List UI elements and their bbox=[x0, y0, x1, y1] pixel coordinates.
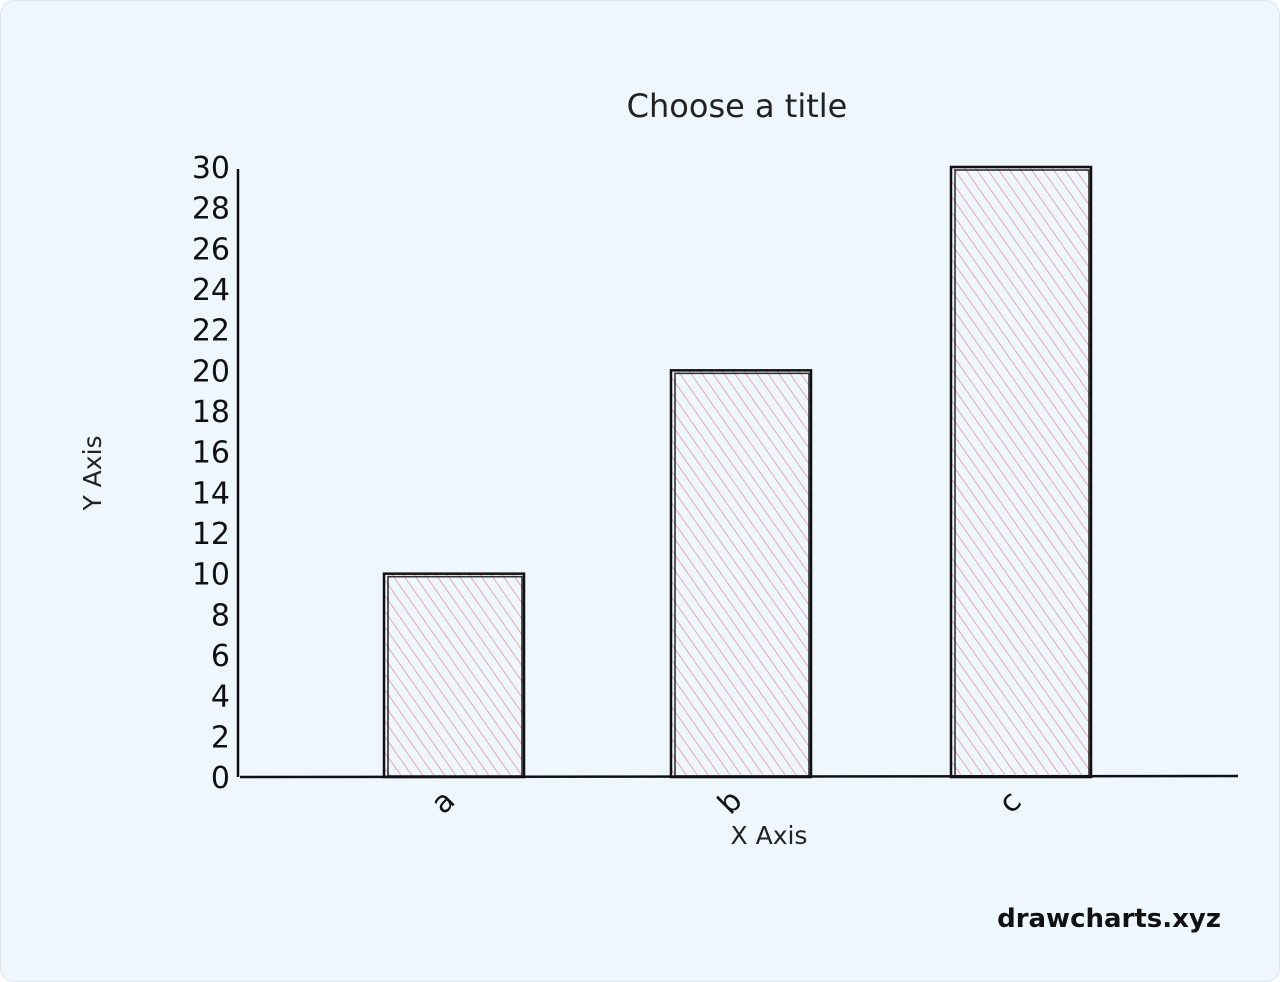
x-tick-label: a bbox=[424, 783, 462, 821]
y-tick-label: 12 bbox=[192, 517, 230, 552]
x-tick-label: b bbox=[711, 783, 749, 821]
bar-c bbox=[949, 165, 1093, 779]
watermark: drawcharts.xyz bbox=[997, 904, 1221, 934]
bars bbox=[382, 165, 1093, 779]
bar-outline-b bbox=[674, 372, 810, 777]
x-ticks: a b c bbox=[424, 783, 1028, 821]
y-tick-label: 0 bbox=[211, 761, 230, 796]
y-tick-label: 6 bbox=[211, 639, 230, 674]
chart-title: Choose a title bbox=[627, 87, 848, 125]
y-tick-label: 22 bbox=[192, 314, 230, 349]
bar-outline-a bbox=[387, 575, 523, 777]
y-axis-label: Y Axis bbox=[78, 435, 107, 511]
bar-b bbox=[669, 369, 813, 779]
y-tick-label: 24 bbox=[192, 273, 230, 308]
bar-a bbox=[382, 572, 526, 779]
y-tick-label: 2 bbox=[211, 720, 230, 755]
y-tick-label: 16 bbox=[192, 436, 230, 471]
y-tick-label: 30 bbox=[192, 151, 230, 186]
y-tick-label: 26 bbox=[192, 232, 230, 267]
y-tick-label: 4 bbox=[211, 680, 230, 715]
y-tick-label: 8 bbox=[211, 598, 230, 633]
y-tick-label: 28 bbox=[192, 192, 230, 227]
y-tick-label: 20 bbox=[192, 354, 230, 389]
y-tick-label: 18 bbox=[192, 395, 230, 430]
x-tick-label: c bbox=[992, 784, 1028, 820]
bar-outline-c bbox=[954, 169, 1090, 777]
x-axis-label: X Axis bbox=[731, 821, 808, 850]
y-tick-label: 10 bbox=[192, 558, 230, 593]
y-tick-label: 14 bbox=[192, 476, 230, 511]
